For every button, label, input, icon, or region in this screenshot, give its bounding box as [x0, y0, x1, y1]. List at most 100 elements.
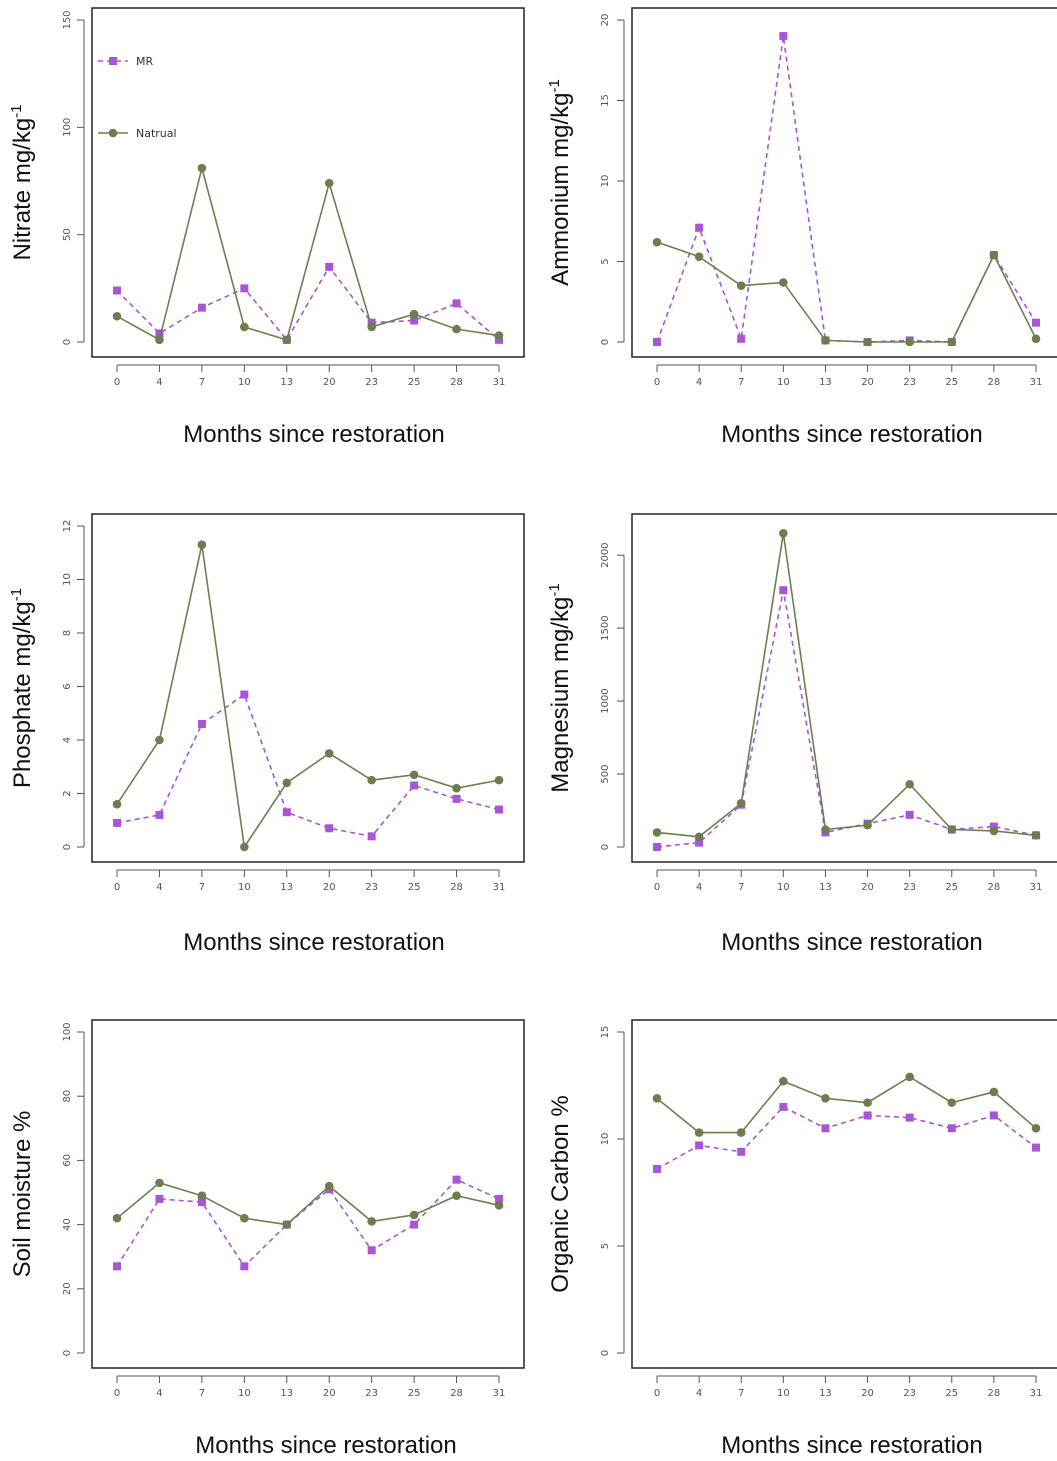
data-point-mr: [695, 838, 704, 847]
y-tick-label: 0: [62, 844, 73, 850]
data-point-natural: [779, 278, 788, 287]
x-tick-label: 4: [696, 1388, 702, 1399]
x-tick-label: 7: [199, 377, 205, 388]
x-tick-label: 7: [738, 1388, 744, 1399]
legend-marker-natural: [108, 128, 118, 138]
legend-label-natural: Natrual: [136, 127, 177, 140]
x-tick-label: 28: [450, 1388, 463, 1399]
data-point-mr: [113, 818, 121, 827]
plot-frame: [91, 1019, 525, 1369]
series-line-mr: [656, 1105, 1037, 1170]
data-point-natural: [1031, 1124, 1041, 1133]
data-point-natural: [409, 1210, 419, 1220]
data-point-natural: [821, 336, 830, 345]
data-point-natural: [112, 799, 122, 809]
x-tick-label: 31: [493, 377, 506, 388]
data-point-natural: [779, 1076, 788, 1086]
data-point-natural: [989, 1087, 999, 1097]
data-point-natural: [905, 337, 914, 347]
y-tick-label: 80: [62, 1090, 73, 1103]
y-tick-label: 50: [62, 228, 73, 241]
data-point-natural: [947, 337, 957, 347]
x-tick-label: 31: [1030, 377, 1043, 388]
y-tick-label: 10: [62, 573, 73, 586]
x-tick-label: 20: [861, 882, 874, 893]
x-tick-label: 28: [988, 377, 1001, 388]
x-tick-label: 0: [114, 1388, 120, 1399]
x-tick-label: 4: [156, 882, 162, 893]
y-tick-label: 20: [600, 14, 611, 27]
data-point-mr: [863, 1111, 872, 1120]
y-tick-label: 15: [600, 94, 611, 107]
y-tick-label: 2: [62, 790, 73, 796]
y-tick-label: 0: [600, 1350, 611, 1356]
data-point-natural: [452, 783, 461, 793]
plot-frame: [91, 513, 525, 863]
y-tick-label: 2000: [600, 542, 611, 567]
x-tick-label: 31: [1030, 882, 1043, 893]
data-point-natural: [652, 1094, 662, 1103]
y-tick-label: 150: [62, 10, 73, 29]
data-point-natural: [409, 309, 419, 319]
chart-panel-4: 0 500 1000 1500 2000 0 4 7 10 13 20 23 25 28 31 Months …: [546, 513, 1057, 956]
data-point-natural: [197, 163, 207, 173]
data-point-mr: [905, 810, 914, 819]
x-axis-title: Months since restoration: [721, 929, 982, 956]
data-point-mr: [989, 1111, 998, 1120]
x-tick-label: 0: [654, 377, 660, 388]
data-point-mr: [495, 1194, 503, 1203]
x-tick-label: 23: [903, 377, 916, 388]
data-point-natural: [736, 281, 746, 290]
data-point-mr: [325, 824, 334, 833]
data-point-natural: [947, 825, 957, 834]
data-point-mr: [779, 32, 788, 41]
x-tick-label: 10: [777, 882, 790, 893]
y-tick-label: 1500: [600, 615, 611, 640]
x-tick-label: 13: [819, 377, 832, 388]
data-point-natural: [494, 1201, 504, 1210]
data-point-mr: [695, 223, 704, 232]
y-axis-title: Soil moisture %: [9, 1111, 36, 1278]
data-point-mr: [452, 1175, 461, 1184]
data-point-natural: [694, 1128, 704, 1137]
data-point-mr: [1032, 1143, 1040, 1152]
data-point-mr: [240, 284, 249, 293]
y-tick-label: 12: [62, 520, 73, 533]
x-tick-label: 13: [280, 377, 293, 388]
y-tick-label: 0: [600, 339, 611, 345]
plot-frame: [631, 513, 1057, 863]
x-tick-label: 28: [988, 882, 1001, 893]
x-tick-label: 20: [323, 882, 336, 893]
data-point-natural: [779, 528, 788, 538]
data-point-mr: [737, 334, 746, 343]
series-line-natural: [656, 241, 1037, 343]
data-point-natural: [736, 1128, 746, 1137]
series-line-mr: [656, 35, 1037, 343]
data-point-natural: [1031, 334, 1041, 344]
data-point-natural: [694, 832, 704, 842]
data-point-natural: [863, 337, 872, 347]
x-tick-label: 13: [280, 882, 293, 893]
data-point-natural: [494, 775, 504, 785]
data-point-natural: [240, 842, 249, 852]
x-tick-label: 31: [1030, 1388, 1043, 1399]
y-tick-label: 500: [600, 764, 611, 783]
x-tick-label: 23: [365, 882, 378, 893]
chart-panel-2: 0 5 10 15 20 0 4 7 10 13 20 23 25 28 31 Months since re…: [546, 7, 1057, 448]
data-point-natural: [863, 1098, 872, 1107]
legend-label-mr: MR: [136, 55, 153, 68]
x-tick-label: 4: [696, 882, 702, 893]
y-tick-label: 60: [62, 1154, 73, 1167]
data-point-mr: [240, 690, 249, 699]
series-line-mr: [116, 693, 500, 838]
data-point-mr: [653, 1164, 661, 1173]
x-tick-label: 7: [738, 377, 744, 388]
x-tick-label: 0: [654, 1388, 660, 1399]
chart-panel-1: 0 50 100 150 0 4 7 10 13 20 23 25 28 31 Months since r…: [8, 7, 525, 448]
data-point-natural: [863, 820, 872, 830]
series-line-mr: [116, 265, 500, 342]
x-tick-label: 25: [945, 1388, 958, 1399]
series-line-natural: [116, 167, 500, 342]
x-tick-label: 25: [945, 882, 958, 893]
